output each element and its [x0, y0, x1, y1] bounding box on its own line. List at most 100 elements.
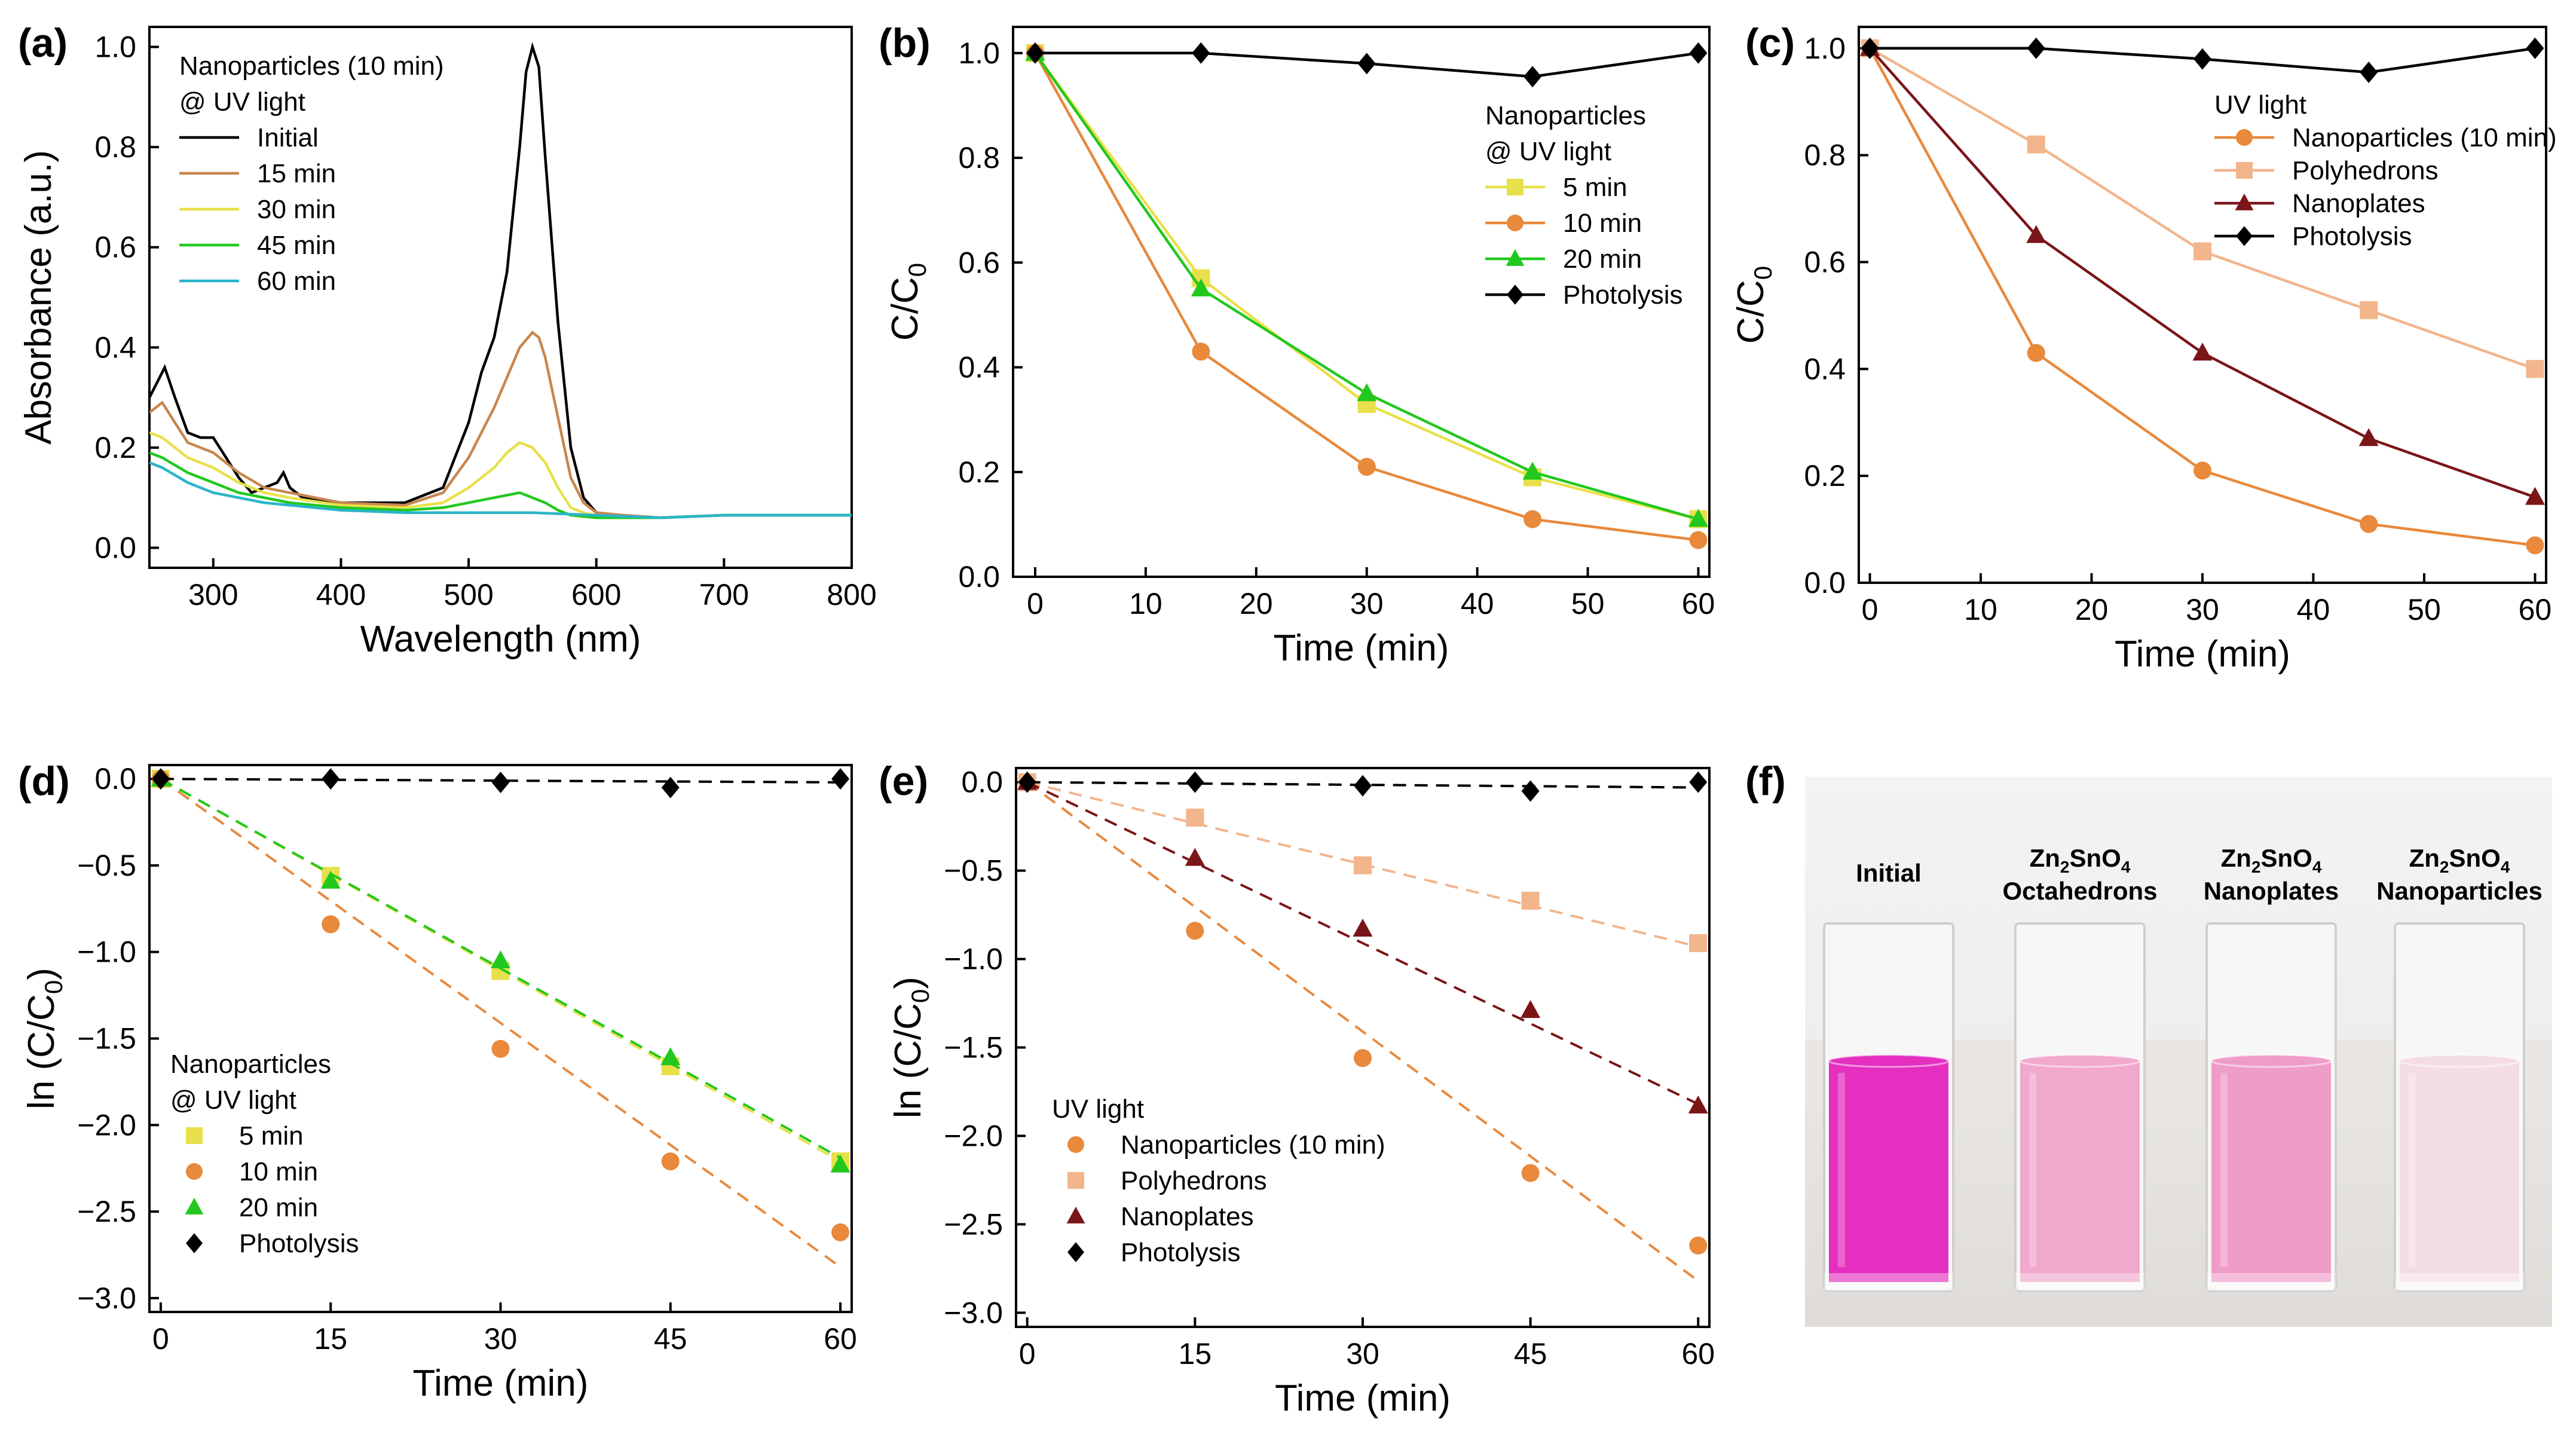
y-tick-label: 0.4 — [958, 351, 1000, 384]
legend-label: Nanoplates — [1121, 1202, 1254, 1231]
legend-title: @ UV light — [179, 87, 305, 117]
x-tick-label: 50 — [2407, 593, 2441, 626]
cuvette-label-formula: Zn2SnO4 — [2221, 844, 2322, 876]
x-axis-label: Time (min) — [1275, 1378, 1451, 1419]
photo-panel: (f)InitialZn2SnO4OctahedronsZn2SnO4Nanop… — [1745, 758, 2552, 1327]
legend-title: @ UV light — [1485, 137, 1611, 166]
series-60-min — [149, 461, 852, 519]
chart-e: (e) 0 15 30 45 60 0.0 −0.5 −1.0 −1.5 −2.0 −2.5 −3.0 T… — [879, 758, 1715, 1419]
legend-label: 60 min — [257, 267, 336, 296]
panel-label: (e) — [879, 758, 928, 804]
cuvette-liquid — [2020, 1061, 2140, 1282]
y-tick-label: −1.5 — [944, 1031, 1003, 1065]
series-10-min — [151, 770, 850, 1268]
legend-label: Nanoplates — [2292, 189, 2425, 218]
x-tick-label: 0 — [1019, 1337, 1036, 1371]
cuvette-base — [2395, 1273, 2524, 1291]
data-point — [660, 1047, 681, 1066]
data-point — [1191, 278, 1211, 296]
series-line — [149, 42, 852, 519]
y-tick-label: 0.6 — [1804, 245, 1846, 279]
data-point — [1688, 1095, 1708, 1114]
legend-label: 15 min — [257, 159, 336, 188]
data-point — [2193, 242, 2211, 261]
data-point — [831, 1223, 850, 1241]
series-nanoplates — [1860, 38, 2545, 505]
data-point — [1689, 771, 1708, 793]
y-tick-label: 0.8 — [958, 141, 1000, 175]
x-tick-label: 0 — [1862, 593, 1879, 626]
x-tick-label: 800 — [827, 578, 876, 611]
y-tick-label: 1.0 — [958, 36, 1000, 70]
x-tick-label: 40 — [2297, 593, 2330, 626]
data-point — [320, 870, 341, 889]
y-tick-label: 0.2 — [1804, 459, 1846, 493]
x-tick-label: 40 — [1461, 587, 1494, 620]
glass-highlight — [2029, 1073, 2036, 1267]
legend-label: 30 min — [257, 195, 336, 224]
data-point — [2192, 342, 2213, 361]
x-tick-label: 10 — [1129, 587, 1162, 620]
x-tick-label: 45 — [654, 1322, 687, 1356]
legend-label: Initial — [257, 123, 319, 152]
data-point — [2027, 135, 2045, 154]
y-tick-label: −1.0 — [77, 935, 136, 969]
data-point — [2526, 536, 2544, 555]
series-20-min — [151, 768, 850, 1173]
legend-title: UV light — [1052, 1094, 1144, 1124]
x-tick-label: 45 — [1514, 1337, 1547, 1371]
legend-label: Photolysis — [2292, 222, 2412, 251]
data-point — [1521, 891, 1540, 910]
data-point — [1520, 1000, 1541, 1018]
y-tick-label: 0.0 — [1804, 566, 1846, 599]
data-point — [1522, 461, 1543, 480]
y-tick-label: 0.8 — [94, 130, 136, 164]
cuvette-label-formula: Zn2SnO4 — [2030, 844, 2131, 876]
x-tick-label: 0 — [152, 1322, 169, 1356]
chart-d: (d) 0 15 30 45 60 0.0 −0.5 −1.0 −1.5 −2.0 −2.5 −3.0 T… — [18, 758, 857, 1404]
data-point — [1861, 37, 1879, 59]
data-point — [491, 1039, 510, 1058]
series-nanoparticles-10-min- — [1861, 39, 2544, 555]
data-point — [1689, 531, 1708, 549]
data-point — [2193, 48, 2211, 70]
y-axis-label: ln (C/C0) — [888, 977, 934, 1118]
y-tick-label: −0.5 — [77, 849, 136, 882]
y-tick-label: 0.0 — [961, 766, 1003, 799]
y-tick-label: −2.5 — [944, 1207, 1003, 1241]
x-tick-label: 300 — [188, 578, 238, 611]
data-point — [2027, 344, 2045, 362]
legend: UV light Nanoparticles (10 min) Polyhedron… — [1052, 1094, 1385, 1267]
cuvette-liquid — [2400, 1061, 2519, 1282]
x-tick-label: 30 — [1350, 587, 1384, 620]
data-point — [2026, 225, 2046, 243]
data-point — [2360, 62, 2378, 84]
cuvette-label-text: Nanoplates — [2204, 877, 2339, 905]
x-tick-label: 15 — [314, 1322, 347, 1356]
x-tick-label: 50 — [1571, 587, 1605, 620]
x-tick-label: 60 — [1681, 1337, 1715, 1371]
series-photolysis — [1026, 42, 1708, 88]
plot-frame — [1012, 26, 1711, 578]
data-point — [2360, 515, 2378, 533]
fit-line — [160, 778, 841, 784]
cuvette-liquid — [2211, 1061, 2331, 1282]
data-point — [1521, 1164, 1540, 1182]
series-line — [1869, 47, 2536, 371]
x-tick-label: 30 — [2186, 593, 2219, 626]
data-point — [1186, 922, 1204, 940]
fit-line — [1026, 781, 1699, 1282]
x-tick-label: 30 — [1346, 1337, 1379, 1371]
cuvette-label-text: Initial — [1856, 859, 1922, 887]
legend-label: 10 min — [239, 1157, 318, 1186]
legend-label: 5 min — [239, 1121, 304, 1151]
data-point — [2193, 461, 2211, 480]
data-point — [491, 771, 510, 793]
series-photolysis — [151, 768, 850, 799]
x-tick-label: 60 — [1682, 587, 1715, 620]
panel-label: (d) — [18, 758, 70, 804]
data-point — [1192, 342, 1210, 361]
glass-highlight — [2409, 1073, 2416, 1267]
data-point — [831, 768, 850, 790]
